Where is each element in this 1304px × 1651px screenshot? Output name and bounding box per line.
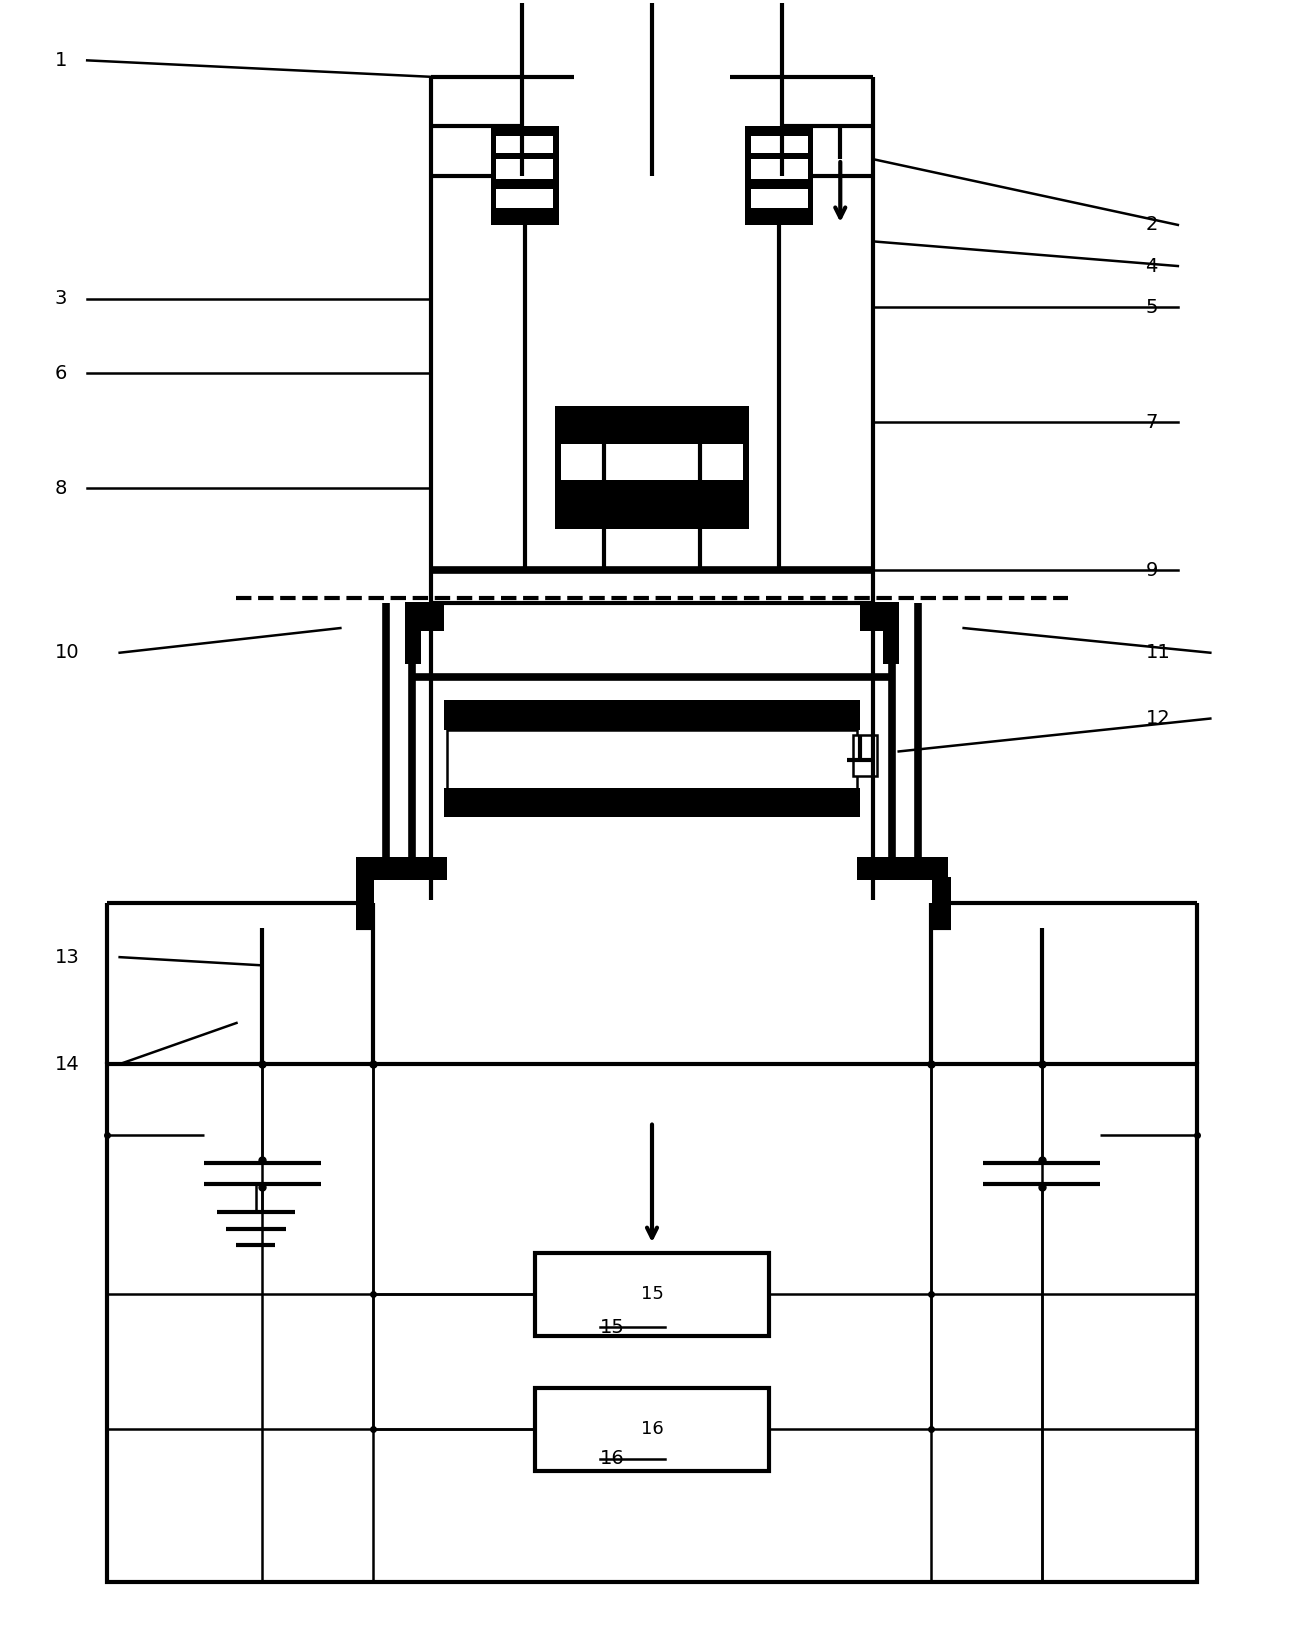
Text: 10: 10 [55, 644, 80, 662]
Text: 16: 16 [600, 1450, 625, 1468]
Bar [853, 735, 876, 776]
Text: 13: 13 [55, 948, 80, 966]
Text: 1: 1 [55, 51, 67, 69]
Bar [751, 188, 807, 208]
Text: 9: 9 [1145, 561, 1158, 580]
Bar [859, 601, 898, 631]
Text: 5: 5 [1145, 297, 1158, 317]
Bar [497, 188, 553, 208]
Bar [406, 627, 421, 664]
Text: 8: 8 [55, 479, 67, 497]
Bar [356, 877, 374, 903]
Bar [746, 125, 812, 225]
Text: 4: 4 [1145, 256, 1158, 276]
Text: 7: 7 [1145, 413, 1158, 433]
Bar [535, 1388, 769, 1471]
Bar [356, 857, 447, 880]
Text: 16: 16 [640, 1420, 664, 1438]
Bar [561, 444, 743, 480]
Bar [751, 135, 807, 152]
Text: 14: 14 [55, 1055, 80, 1073]
Bar [497, 158, 553, 178]
Bar [445, 788, 859, 817]
Bar [492, 125, 558, 225]
Text: 3: 3 [55, 289, 67, 309]
Bar [932, 877, 951, 903]
Bar [107, 1065, 1197, 1582]
Text: 11: 11 [1145, 644, 1170, 662]
Bar [445, 700, 859, 730]
Text: 12: 12 [1145, 708, 1170, 728]
Bar [554, 406, 750, 530]
Bar [447, 730, 857, 789]
Bar [857, 857, 948, 880]
Bar [932, 901, 951, 928]
Bar [356, 901, 374, 928]
Bar [853, 735, 876, 776]
Text: 15: 15 [640, 1286, 664, 1303]
Text: 6: 6 [55, 363, 67, 383]
Text: 2: 2 [1145, 215, 1158, 234]
Bar [751, 158, 807, 178]
Bar [406, 601, 445, 631]
Bar [535, 1253, 769, 1336]
Text: 15: 15 [600, 1317, 625, 1337]
Bar [883, 627, 898, 664]
Bar [497, 135, 553, 152]
